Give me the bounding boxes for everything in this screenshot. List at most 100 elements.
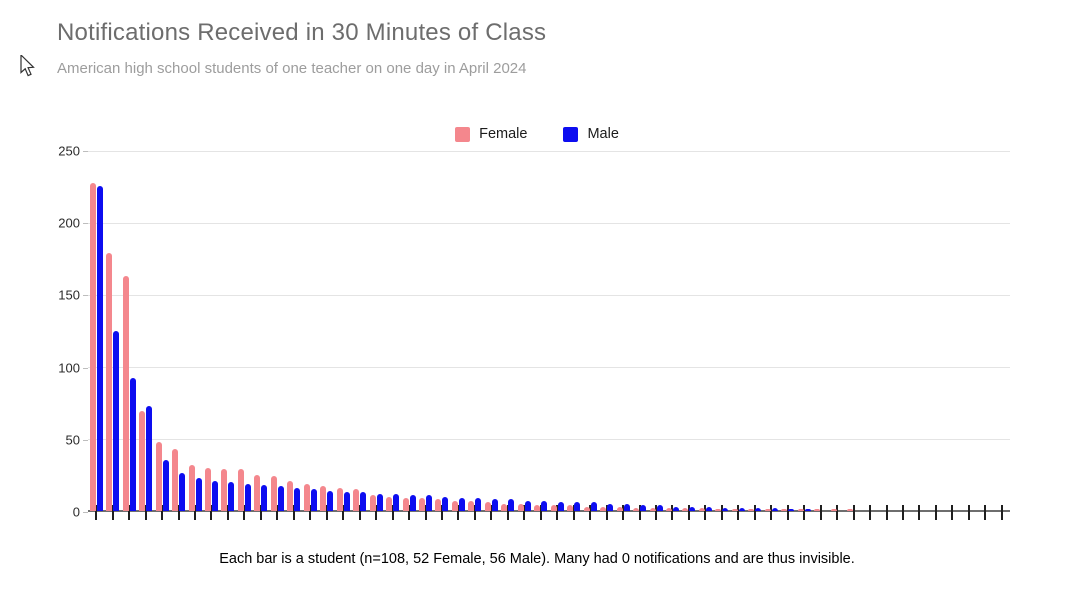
bar-female[interactable] bbox=[320, 486, 327, 511]
bar-male[interactable] bbox=[277, 486, 284, 511]
bar-female[interactable] bbox=[172, 448, 179, 511]
x-tick bbox=[292, 505, 295, 520]
bar-female[interactable] bbox=[122, 275, 129, 511]
x-tick bbox=[951, 505, 954, 520]
bar-female[interactable] bbox=[270, 476, 277, 511]
bar-female[interactable] bbox=[830, 509, 837, 511]
bar-female[interactable] bbox=[106, 252, 113, 511]
bar-male[interactable] bbox=[491, 499, 498, 511]
bar-male[interactable] bbox=[426, 495, 433, 511]
bar-female[interactable] bbox=[550, 505, 557, 511]
bar-male[interactable] bbox=[574, 502, 581, 511]
bar-male[interactable] bbox=[804, 509, 811, 511]
bar-male[interactable] bbox=[409, 495, 416, 511]
x-tick bbox=[622, 505, 625, 520]
bar-female[interactable] bbox=[386, 496, 393, 511]
bar-female[interactable] bbox=[501, 503, 508, 511]
bar-female[interactable] bbox=[698, 508, 705, 511]
bar-male[interactable] bbox=[244, 483, 251, 511]
bar-female[interactable] bbox=[155, 441, 162, 511]
bar-male[interactable] bbox=[541, 500, 548, 511]
bar-female[interactable] bbox=[237, 469, 244, 511]
bar-female[interactable] bbox=[419, 498, 426, 511]
bar-female[interactable] bbox=[764, 509, 771, 511]
bar-female[interactable] bbox=[204, 467, 211, 511]
bar-male[interactable] bbox=[376, 493, 383, 511]
bar-female[interactable] bbox=[616, 506, 623, 511]
bar-male[interactable] bbox=[689, 506, 696, 511]
bar-female[interactable] bbox=[633, 508, 640, 511]
bar-female[interactable] bbox=[665, 508, 672, 511]
x-tick bbox=[144, 505, 147, 520]
bar-male[interactable] bbox=[557, 502, 564, 511]
bar-male[interactable] bbox=[590, 502, 597, 511]
y-tick-mark bbox=[83, 439, 88, 441]
bar-female[interactable] bbox=[484, 502, 491, 511]
bar-female[interactable] bbox=[353, 489, 360, 511]
bar-male[interactable] bbox=[640, 505, 647, 511]
x-tick bbox=[671, 505, 674, 520]
bar-female[interactable] bbox=[451, 500, 458, 511]
bar-male[interactable] bbox=[705, 506, 712, 511]
bar-female[interactable] bbox=[402, 498, 409, 511]
bar-male[interactable] bbox=[113, 330, 120, 511]
bar-female[interactable] bbox=[583, 506, 590, 511]
bar-female[interactable] bbox=[517, 503, 524, 511]
bar-female[interactable] bbox=[369, 495, 376, 511]
bar-female[interactable] bbox=[287, 480, 294, 511]
bar-female[interactable] bbox=[435, 499, 442, 511]
bar-female[interactable] bbox=[847, 509, 854, 511]
bar-female[interactable] bbox=[336, 487, 343, 511]
y-tick-mark bbox=[83, 151, 88, 152]
bar-female[interactable] bbox=[600, 506, 607, 511]
bar-male[interactable] bbox=[211, 480, 218, 511]
bar-female[interactable] bbox=[303, 483, 310, 511]
bar-female[interactable] bbox=[254, 474, 261, 511]
bar-male[interactable] bbox=[458, 498, 465, 511]
bar-male[interactable] bbox=[672, 506, 679, 511]
bar-male[interactable] bbox=[327, 490, 334, 511]
bar-female[interactable] bbox=[188, 464, 195, 511]
bar-male[interactable] bbox=[623, 503, 630, 511]
bar-female[interactable] bbox=[221, 469, 228, 511]
bar-male[interactable] bbox=[228, 482, 235, 511]
bar-male[interactable] bbox=[96, 186, 103, 511]
bar-male[interactable] bbox=[310, 489, 317, 511]
bar-male[interactable] bbox=[294, 487, 301, 511]
bar-female[interactable] bbox=[748, 509, 755, 511]
bar-male[interactable] bbox=[475, 498, 482, 511]
bar-female[interactable] bbox=[567, 505, 574, 511]
bar-male[interactable] bbox=[771, 508, 778, 511]
bar-male[interactable] bbox=[442, 496, 449, 511]
bar-male[interactable] bbox=[738, 508, 745, 511]
bar-female[interactable] bbox=[682, 508, 689, 511]
bar-male[interactable] bbox=[129, 378, 136, 511]
bar-female[interactable] bbox=[468, 500, 475, 511]
bar-male[interactable] bbox=[261, 485, 268, 511]
bar-male[interactable] bbox=[393, 493, 400, 511]
bar-male[interactable] bbox=[179, 473, 186, 511]
bar-male[interactable] bbox=[162, 460, 169, 511]
bar-male[interactable] bbox=[195, 477, 202, 511]
bar-male[interactable] bbox=[755, 508, 762, 511]
bar-male[interactable] bbox=[146, 405, 153, 511]
bar-male[interactable] bbox=[360, 492, 367, 511]
bar-male[interactable] bbox=[508, 499, 515, 511]
bar-male[interactable] bbox=[607, 503, 614, 511]
bar-female[interactable] bbox=[731, 509, 738, 511]
bar-female[interactable] bbox=[814, 509, 821, 511]
bar-male[interactable] bbox=[722, 508, 729, 511]
bar-female[interactable] bbox=[715, 509, 722, 511]
x-tick bbox=[836, 505, 839, 520]
bar-female[interactable] bbox=[89, 183, 96, 511]
bar-female[interactable] bbox=[797, 509, 804, 511]
bar-female[interactable] bbox=[139, 411, 146, 511]
bar-female[interactable] bbox=[781, 509, 788, 511]
y-tick-mark bbox=[83, 367, 88, 369]
bar-male[interactable] bbox=[656, 505, 663, 511]
bar-male[interactable] bbox=[788, 509, 795, 511]
bar-female[interactable] bbox=[649, 508, 656, 511]
bar-male[interactable] bbox=[343, 492, 350, 511]
bar-female[interactable] bbox=[534, 505, 541, 511]
bar-male[interactable] bbox=[524, 500, 531, 511]
